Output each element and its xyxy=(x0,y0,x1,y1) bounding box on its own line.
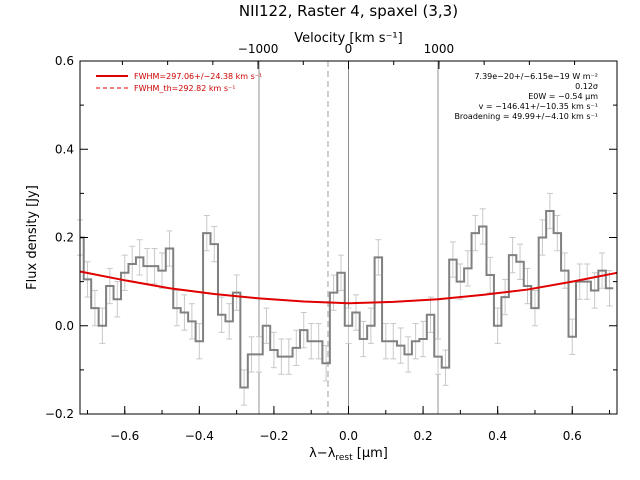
x-tick-label: 0.6 xyxy=(563,429,582,443)
annotation-eqw: E0W = −0.54 μm xyxy=(528,92,598,101)
y-tick-label: 0.4 xyxy=(55,142,74,156)
y-tick-label: 0.6 xyxy=(55,54,74,68)
y-tick-label: 0.2 xyxy=(55,231,74,245)
y-tick-label: 0.0 xyxy=(55,319,74,333)
fit-curve-group xyxy=(79,270,618,305)
annotation-sigma: 0.12σ xyxy=(575,82,598,91)
x-tick-label: 0.4 xyxy=(488,429,507,443)
legend-label-fwhm-th: FWHM_th=292.82 km s⁻¹ xyxy=(134,84,235,93)
data-series xyxy=(80,210,614,389)
annotation-broadening: Broadening = 49.99+/−4.10 km s⁻¹ xyxy=(454,112,598,121)
legend-label-fwhm: FWHM=297.06+/−24.38 km s⁻¹ xyxy=(134,72,262,81)
x-axis-label-subscript: rest xyxy=(335,453,353,463)
chart-title: NII122, Raster 4, spaxel (3,3) xyxy=(239,2,458,20)
fit-annotations: 7.39e−20+/−6.15e−19 W m⁻² 0.12σ E0W = −0… xyxy=(454,72,598,121)
velocity-tick-label: −1000 xyxy=(238,42,279,56)
x-tick-label: −0.6 xyxy=(110,429,139,443)
x-axis-label-main: λ−λ xyxy=(309,446,336,461)
velocity-tick-label: 0 xyxy=(345,42,353,56)
y-axis-label: Flux density [Jy] xyxy=(25,185,40,290)
x-tick-label: −0.2 xyxy=(259,429,288,443)
x-tick-label: 0.0 xyxy=(339,429,358,443)
velocity-tick-label: 1000 xyxy=(424,42,455,56)
flux-step-line xyxy=(80,210,614,389)
annotation-line-flux: 7.39e−20+/−6.15e−19 W m⁻² xyxy=(474,72,598,81)
x-tick-label: 0.2 xyxy=(414,429,433,443)
x-tick-label: −0.4 xyxy=(185,429,214,443)
y-tick-label: −0.2 xyxy=(45,407,74,421)
legend: FWHM=297.06+/−24.38 km s⁻¹ FWHM_th=292.8… xyxy=(96,72,262,93)
velocity-axis-label: Velocity [km s⁻¹] xyxy=(294,31,402,46)
x-axis-label: λ−λrest [μm] xyxy=(309,446,388,463)
axes: −0.6 −0.4 −0.2 0.0 0.2 0.4 0.6 −0.2 0.0 0.2 0.4 0.6… xyxy=(45,42,617,443)
annotation-velocity: v = −146.41+/−10.35 km s⁻¹ xyxy=(479,102,598,111)
x-axis-label-unit: [μm] xyxy=(353,446,388,461)
fit-curve-line xyxy=(79,270,618,305)
vertical-markers xyxy=(258,61,439,414)
